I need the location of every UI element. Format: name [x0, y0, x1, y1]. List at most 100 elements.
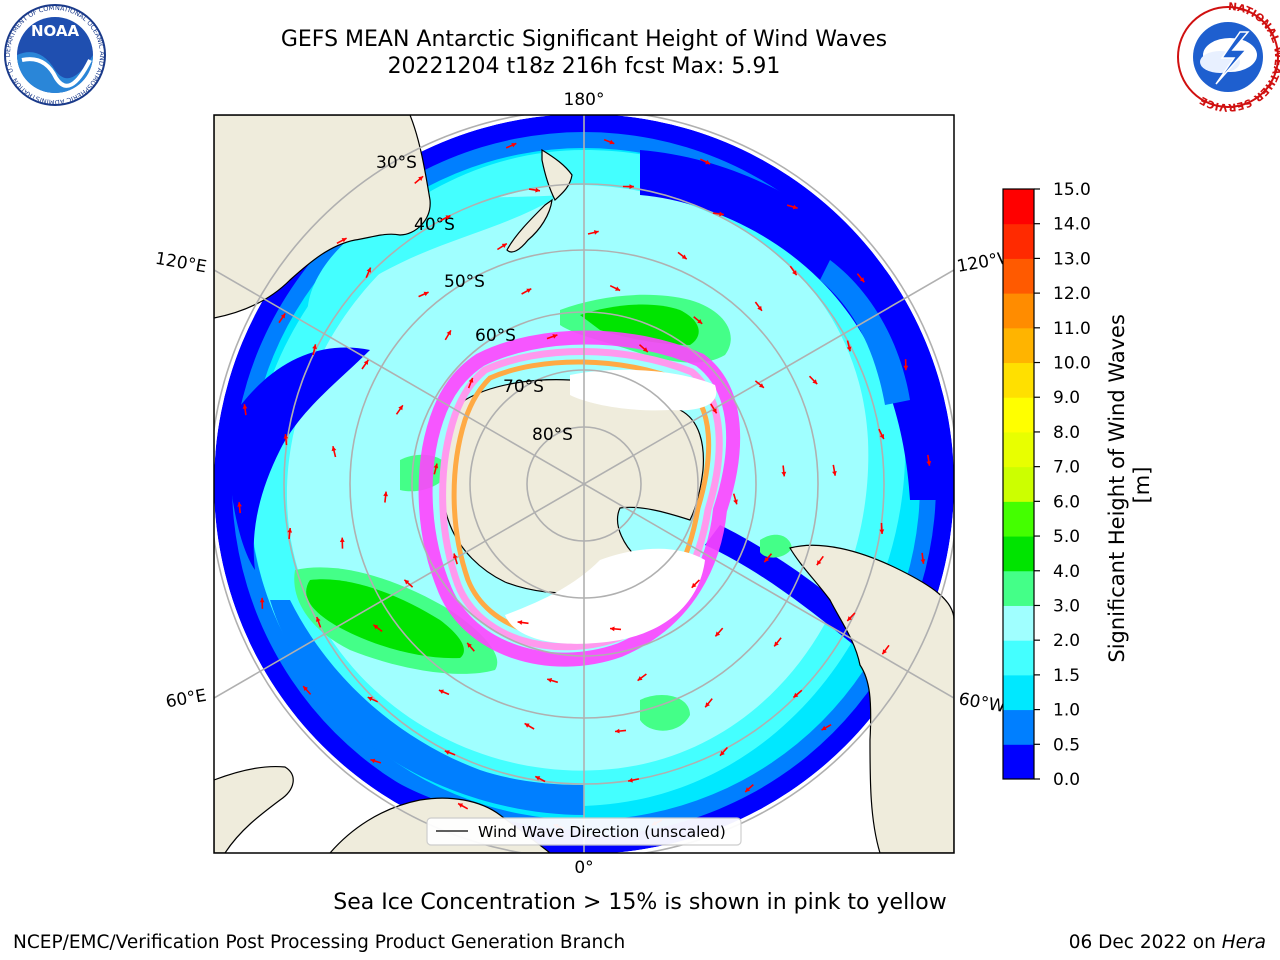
colorbar-tick-label: 6.0 — [1053, 492, 1080, 512]
colorbar-label: Significant Height of Wind Waves [m] — [1105, 307, 1154, 662]
wave-vector-head — [629, 184, 634, 189]
colorbar-band — [1003, 640, 1034, 676]
wave-vector-head — [764, 557, 769, 563]
wave-vector-head — [712, 408, 717, 414]
wave-vector-head — [628, 777, 633, 783]
graticule — [214, 115, 954, 853]
wave-vector-head — [458, 803, 464, 808]
lat-label-60s: 60°S — [475, 326, 516, 346]
wave-vector-head — [715, 631, 721, 637]
wave-vector-head — [812, 379, 818, 385]
colorbar-tick-label: 7.0 — [1053, 458, 1080, 478]
latitude-labels: 30°S 40°S 50°S 60°S 70°S 80°S — [376, 153, 573, 445]
colorbar-band — [1003, 258, 1034, 294]
wave-vector-head — [316, 617, 321, 622]
wave-vector-head — [705, 159, 711, 165]
wave-vector-head — [383, 491, 388, 497]
wave-vector-head — [821, 725, 827, 731]
colorbar-band — [1003, 189, 1034, 225]
colorbar-band — [1003, 466, 1034, 502]
wave-vector-head — [453, 553, 458, 559]
wave-vector-head — [433, 463, 439, 469]
wave-vector-head — [524, 723, 530, 728]
wave-vector-head — [610, 626, 615, 632]
map-title: GEFS MEAN Antarctic Significant Height o… — [280, 27, 888, 52]
wave-vector-head — [446, 330, 451, 336]
wave-vector-head — [404, 579, 410, 585]
colorbar-band — [1003, 709, 1034, 745]
wave-vector-head — [339, 537, 345, 542]
wave-vector-head — [363, 360, 369, 365]
colorbar-tick-label: 14.0 — [1053, 215, 1091, 235]
wave-vector-head — [501, 243, 507, 248]
lat-label-80s: 80°S — [532, 425, 573, 445]
wave-vector-head — [846, 346, 852, 352]
colorbar-band — [1003, 744, 1034, 780]
lon-label-180: 180° — [564, 90, 605, 110]
wave-vector-head — [367, 696, 373, 702]
wave-vector-head — [517, 620, 523, 625]
lon-label-60e: 60°E — [164, 686, 208, 713]
lat-label-70s: 70°S — [503, 377, 544, 397]
wave-vector-head — [609, 139, 615, 145]
wave-vector-head — [331, 446, 337, 452]
wave-vector-head — [642, 347, 648, 352]
wave-vector-head — [882, 649, 887, 655]
wave-vector-head — [366, 267, 371, 273]
colorbar-tick-label: 11.0 — [1053, 319, 1091, 339]
lon-label-120e: 120°E — [154, 249, 208, 278]
wave-vector-head — [303, 686, 308, 691]
colorbar-tick-label: 13.0 — [1053, 249, 1091, 269]
colorbar-tick-label: 3.0 — [1053, 596, 1080, 616]
colorbar-band — [1003, 536, 1034, 572]
wave-vector-head — [287, 528, 293, 533]
colorbar-tick-label: 12.0 — [1053, 284, 1091, 304]
colorbar-tick-label: 10.0 — [1053, 354, 1091, 374]
noaa-logo: NOAA NATIONAL OCEANIC AND ATMOSPHERIC AD… — [0, 0, 106, 106]
wave-vector-head — [697, 319, 703, 324]
wave-vector-head — [859, 277, 865, 283]
wave-vector-head — [511, 143, 517, 148]
colorbar-tick-label: 15.0 — [1053, 180, 1091, 200]
colorbar-band — [1003, 674, 1034, 711]
wave-vector-head — [444, 750, 450, 755]
colorbar-tick-label: 0.0 — [1053, 770, 1080, 790]
wave-vector-head — [438, 689, 444, 694]
wave-vector-head — [920, 559, 926, 564]
lat-label-40s: 40°S — [414, 215, 455, 235]
sea-ice-note: Sea Ice Concentration > 15% is shown in … — [333, 890, 947, 915]
wave-vector-head — [719, 211, 724, 217]
wave-vector-head — [691, 582, 697, 588]
credit-branch: NCEP/EMC/Verification Post Processing Pr… — [13, 932, 626, 953]
wave-vector-head — [879, 529, 885, 534]
colorbar-border — [1002, 188, 1035, 780]
wave-vector-head — [926, 461, 932, 466]
wave-vector-head — [526, 288, 532, 293]
colorbar-band — [1003, 501, 1034, 537]
wave-vector-head — [733, 499, 738, 505]
colorbar-tick-label: 4.0 — [1053, 562, 1080, 582]
wave-vector-head — [615, 728, 620, 734]
credit-date: 06 Dec 2022 on Hera — [1069, 932, 1266, 953]
colorbar-tick-label: 9.0 — [1053, 388, 1080, 408]
lat-label-30s: 30°S — [376, 153, 417, 173]
wave-vector-head — [373, 624, 379, 630]
lon-label-60w: 60°W — [957, 689, 1007, 717]
wave-vector-head — [903, 365, 909, 371]
wind-wave-vectors — [237, 138, 932, 830]
colorbar-tick-label: 5.0 — [1053, 527, 1080, 547]
colorbar: 0.0 0.5 1.0 1.5 2.0 3.0 4.0 5.0 6.0 7.0 8.0 9.0 10.0… — [1002, 180, 1091, 790]
wave-vector-head — [847, 616, 852, 621]
wave-vector-head — [615, 286, 621, 291]
svg-text:NOAA: NOAA — [31, 22, 80, 40]
wave-vector-head — [593, 230, 599, 235]
wave-vector-head — [312, 344, 317, 350]
colorbar-band — [1003, 223, 1034, 259]
wave-vector-head — [720, 750, 725, 756]
lat-label-50s: 50°S — [444, 272, 485, 292]
colorbar-tick-label: 0.5 — [1053, 735, 1080, 755]
wave-vector-head — [341, 238, 347, 243]
wave-vector-head — [774, 641, 779, 647]
credit-date-text: 06 Dec 2022 on — [1068, 932, 1222, 953]
colorbar-band — [1003, 397, 1034, 433]
